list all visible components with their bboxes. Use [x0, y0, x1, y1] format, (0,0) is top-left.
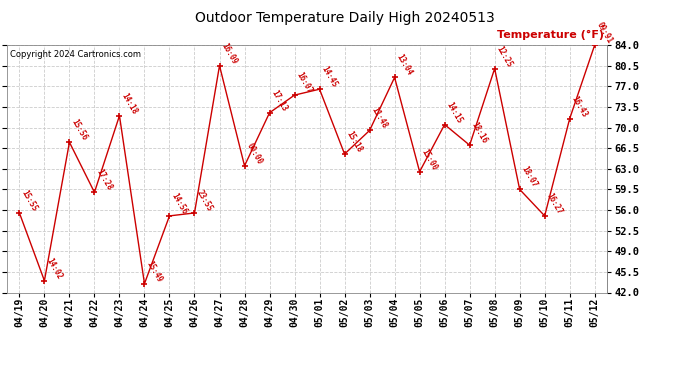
Text: 16:07: 16:07: [295, 70, 314, 95]
Text: 14:45: 14:45: [319, 64, 339, 89]
Text: 13:04: 13:04: [395, 53, 414, 77]
Text: 14:02: 14:02: [44, 256, 63, 281]
Text: 11:48: 11:48: [370, 106, 389, 130]
Text: 12:25: 12:25: [495, 44, 514, 69]
Text: 09:91: 09:91: [595, 21, 614, 45]
Text: 16:09: 16:09: [219, 41, 239, 66]
Text: 15:00: 15:00: [420, 147, 439, 172]
Text: Copyright 2024 Cartronics.com: Copyright 2024 Cartronics.com: [10, 50, 141, 59]
Text: 15:56: 15:56: [70, 118, 89, 142]
Text: 15:55: 15:55: [19, 188, 39, 213]
Text: 15:18: 15:18: [344, 129, 364, 154]
Text: 15:49: 15:49: [144, 259, 164, 284]
Text: Outdoor Temperature Daily High 20240513: Outdoor Temperature Daily High 20240513: [195, 11, 495, 25]
Text: 16:43: 16:43: [570, 94, 589, 118]
Text: 00:00: 00:00: [244, 141, 264, 166]
Text: 23:55: 23:55: [195, 188, 214, 213]
Text: 17:13: 17:13: [270, 88, 289, 113]
Text: 17:28: 17:28: [95, 168, 114, 192]
Text: Temperature (°F): Temperature (°F): [497, 30, 604, 40]
Text: 18:16: 18:16: [470, 121, 489, 145]
Text: 14:56: 14:56: [170, 191, 189, 216]
Text: 14:15: 14:15: [444, 100, 464, 124]
Text: 16:27: 16:27: [544, 191, 564, 216]
Text: 14:18: 14:18: [119, 91, 139, 116]
Text: 18:07: 18:07: [520, 165, 539, 189]
